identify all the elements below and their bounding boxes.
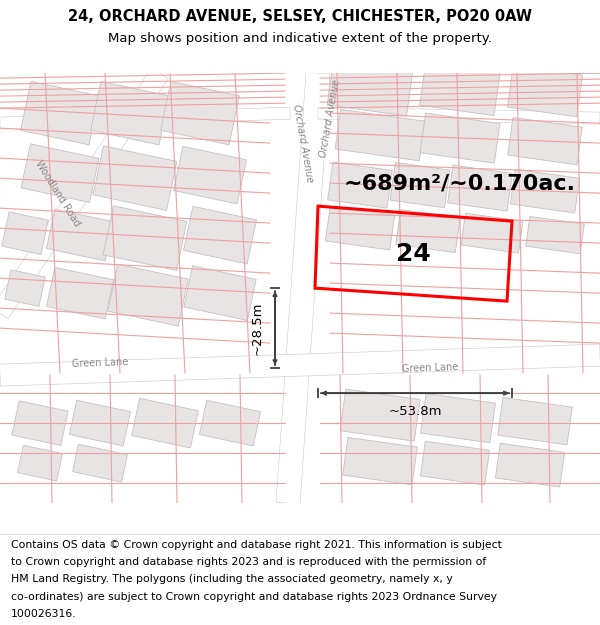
Polygon shape bbox=[184, 266, 256, 321]
Polygon shape bbox=[327, 60, 413, 116]
Polygon shape bbox=[526, 216, 584, 254]
Polygon shape bbox=[108, 264, 188, 326]
Polygon shape bbox=[325, 206, 395, 250]
Polygon shape bbox=[46, 268, 113, 319]
Text: Orchard Avenue: Orchard Avenue bbox=[318, 78, 342, 158]
Polygon shape bbox=[448, 165, 512, 211]
Polygon shape bbox=[21, 144, 99, 202]
Text: Woodland Road: Woodland Road bbox=[34, 158, 82, 228]
Polygon shape bbox=[335, 109, 425, 161]
Polygon shape bbox=[461, 213, 523, 253]
Polygon shape bbox=[343, 438, 418, 485]
Text: Contains OS data © Crown copyright and database right 2021. This information is : Contains OS data © Crown copyright and d… bbox=[11, 539, 502, 550]
Polygon shape bbox=[20, 81, 100, 145]
Polygon shape bbox=[276, 72, 330, 504]
Text: ~689m²/~0.170ac.: ~689m²/~0.170ac. bbox=[344, 173, 576, 193]
Text: Orchard Avenue: Orchard Avenue bbox=[291, 103, 315, 183]
Polygon shape bbox=[93, 146, 177, 211]
Polygon shape bbox=[12, 401, 68, 446]
Polygon shape bbox=[420, 61, 500, 116]
Text: 24: 24 bbox=[395, 242, 430, 266]
Text: Green Lane: Green Lane bbox=[401, 362, 458, 374]
Polygon shape bbox=[2, 212, 48, 254]
Text: ~53.8m: ~53.8m bbox=[388, 404, 442, 418]
Polygon shape bbox=[173, 146, 247, 204]
Text: to Crown copyright and database rights 2023 and is reproduced with the permissio: to Crown copyright and database rights 2… bbox=[11, 557, 486, 567]
Text: 24, ORCHARD AVENUE, SELSEY, CHICHESTER, PO20 0AW: 24, ORCHARD AVENUE, SELSEY, CHICHESTER, … bbox=[68, 9, 532, 24]
Polygon shape bbox=[161, 81, 239, 145]
Text: Green Lane: Green Lane bbox=[71, 357, 128, 369]
Polygon shape bbox=[0, 107, 290, 129]
Polygon shape bbox=[132, 398, 198, 448]
Polygon shape bbox=[91, 81, 169, 145]
Text: 100026316.: 100026316. bbox=[11, 609, 76, 619]
Polygon shape bbox=[0, 344, 600, 386]
Text: co-ordinates) are subject to Crown copyright and database rights 2023 Ordnance S: co-ordinates) are subject to Crown copyr… bbox=[11, 592, 497, 602]
Polygon shape bbox=[0, 68, 169, 319]
Text: HM Land Registry. The polygons (including the associated geometry, namely x, y: HM Land Registry. The polygons (includin… bbox=[11, 574, 452, 584]
Polygon shape bbox=[390, 162, 450, 208]
Polygon shape bbox=[511, 169, 580, 213]
Polygon shape bbox=[496, 443, 565, 487]
Polygon shape bbox=[421, 441, 490, 485]
Text: ~28.5m: ~28.5m bbox=[251, 301, 263, 355]
Polygon shape bbox=[103, 206, 187, 271]
Polygon shape bbox=[340, 389, 420, 441]
Polygon shape bbox=[5, 270, 45, 306]
Polygon shape bbox=[396, 209, 460, 252]
Polygon shape bbox=[199, 400, 260, 446]
Polygon shape bbox=[508, 66, 583, 117]
Polygon shape bbox=[421, 394, 496, 442]
Polygon shape bbox=[17, 445, 62, 481]
Polygon shape bbox=[318, 107, 600, 124]
Polygon shape bbox=[184, 206, 256, 264]
Polygon shape bbox=[497, 398, 572, 445]
Text: Map shows position and indicative extent of the property.: Map shows position and indicative extent… bbox=[108, 32, 492, 46]
Polygon shape bbox=[46, 209, 113, 261]
Polygon shape bbox=[420, 113, 500, 163]
Polygon shape bbox=[70, 400, 131, 446]
Polygon shape bbox=[508, 118, 583, 165]
Polygon shape bbox=[73, 444, 127, 482]
Polygon shape bbox=[328, 162, 392, 208]
